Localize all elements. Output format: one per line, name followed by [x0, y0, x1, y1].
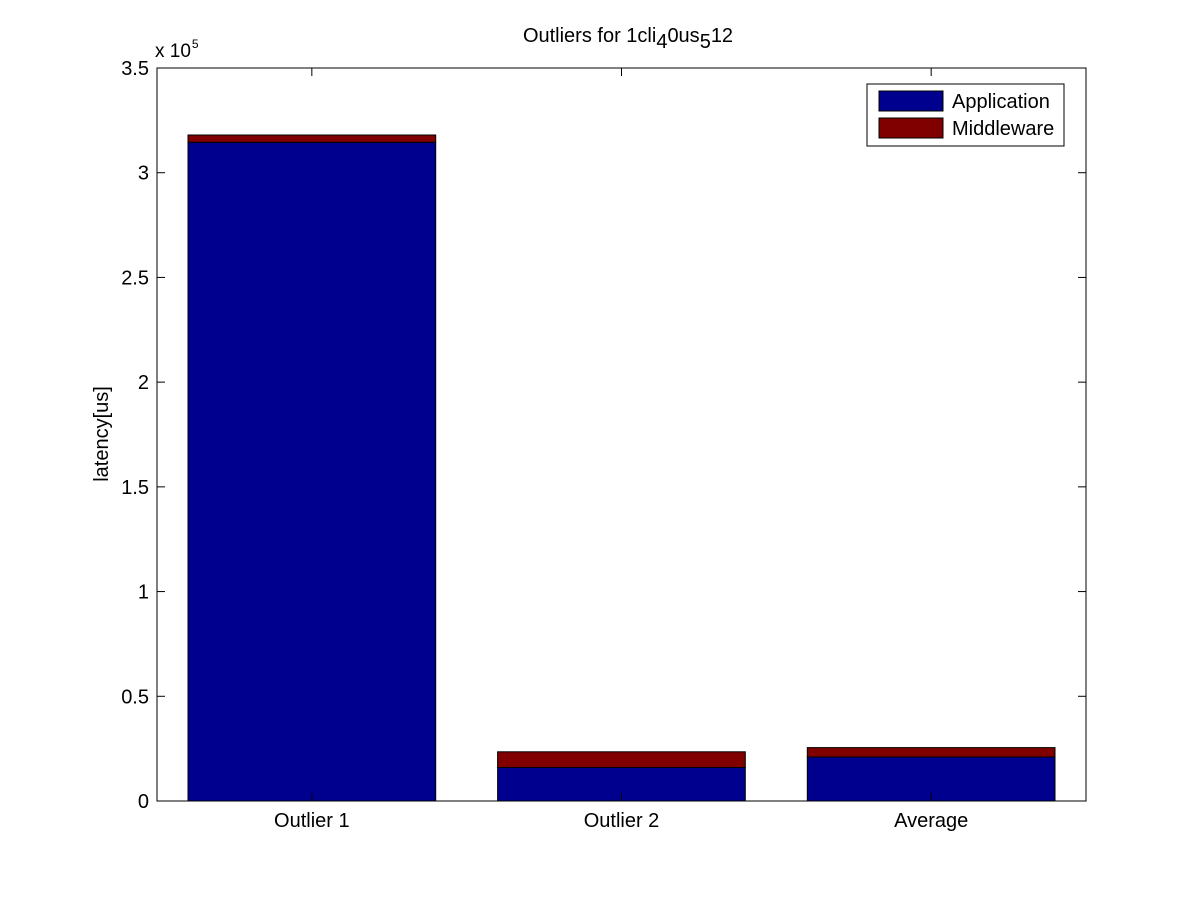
legend-swatch-middleware — [878, 117, 944, 139]
y-axis-exponent-label: x 105 — [155, 37, 199, 62]
y-tick-label: 3.5 — [121, 58, 149, 80]
x-tick-label: Outlier 1 — [274, 810, 350, 832]
y-tick-label: 1 — [138, 582, 149, 604]
bar-middleware-outlier-2 — [497, 751, 746, 768]
bar-middleware-outlier-1 — [187, 134, 437, 143]
bars-layer — [187, 134, 1056, 802]
exponent-base: x 10 — [155, 41, 191, 62]
legend-label-middleware: Middleware — [952, 118, 1054, 140]
title-text: Outliers for 1cli — [523, 25, 656, 47]
bar-middleware-average — [806, 747, 1056, 758]
legend: Application Middleware — [866, 83, 1065, 147]
title-subscript: 5 — [700, 31, 711, 53]
title-text: 12 — [711, 25, 733, 47]
x-tick-label: Average — [894, 810, 968, 832]
chart-title: Outliers for 1cli40us512 — [523, 25, 733, 53]
y-tick-label: 1.5 — [121, 477, 149, 499]
title-subscript: 4 — [656, 31, 667, 53]
axis-ticks-layer — [157, 67, 1086, 802]
exponent-power: 5 — [192, 37, 199, 51]
y-tick-label: 3 — [138, 163, 149, 185]
x-tick-labels-layer: Outlier 1 Outlier 2 Average — [274, 810, 968, 832]
y-tick-label: 0.5 — [121, 686, 149, 708]
legend-swatch-application — [878, 90, 944, 112]
y-tick-label: 0 — [138, 791, 149, 813]
bar-application-outlier-1 — [187, 141, 437, 802]
title-text: 0us — [667, 25, 699, 47]
legend-label-application: Application — [952, 91, 1050, 113]
y-tick-labels-layer: 0 0.5 1 1.5 2 2.5 3 3.5 — [121, 58, 149, 813]
x-tick-label: Outlier 2 — [584, 810, 660, 832]
y-tick-label: 2.5 — [121, 267, 149, 289]
y-tick-label: 2 — [138, 372, 149, 394]
y-axis-label: latency[us] — [91, 386, 113, 482]
